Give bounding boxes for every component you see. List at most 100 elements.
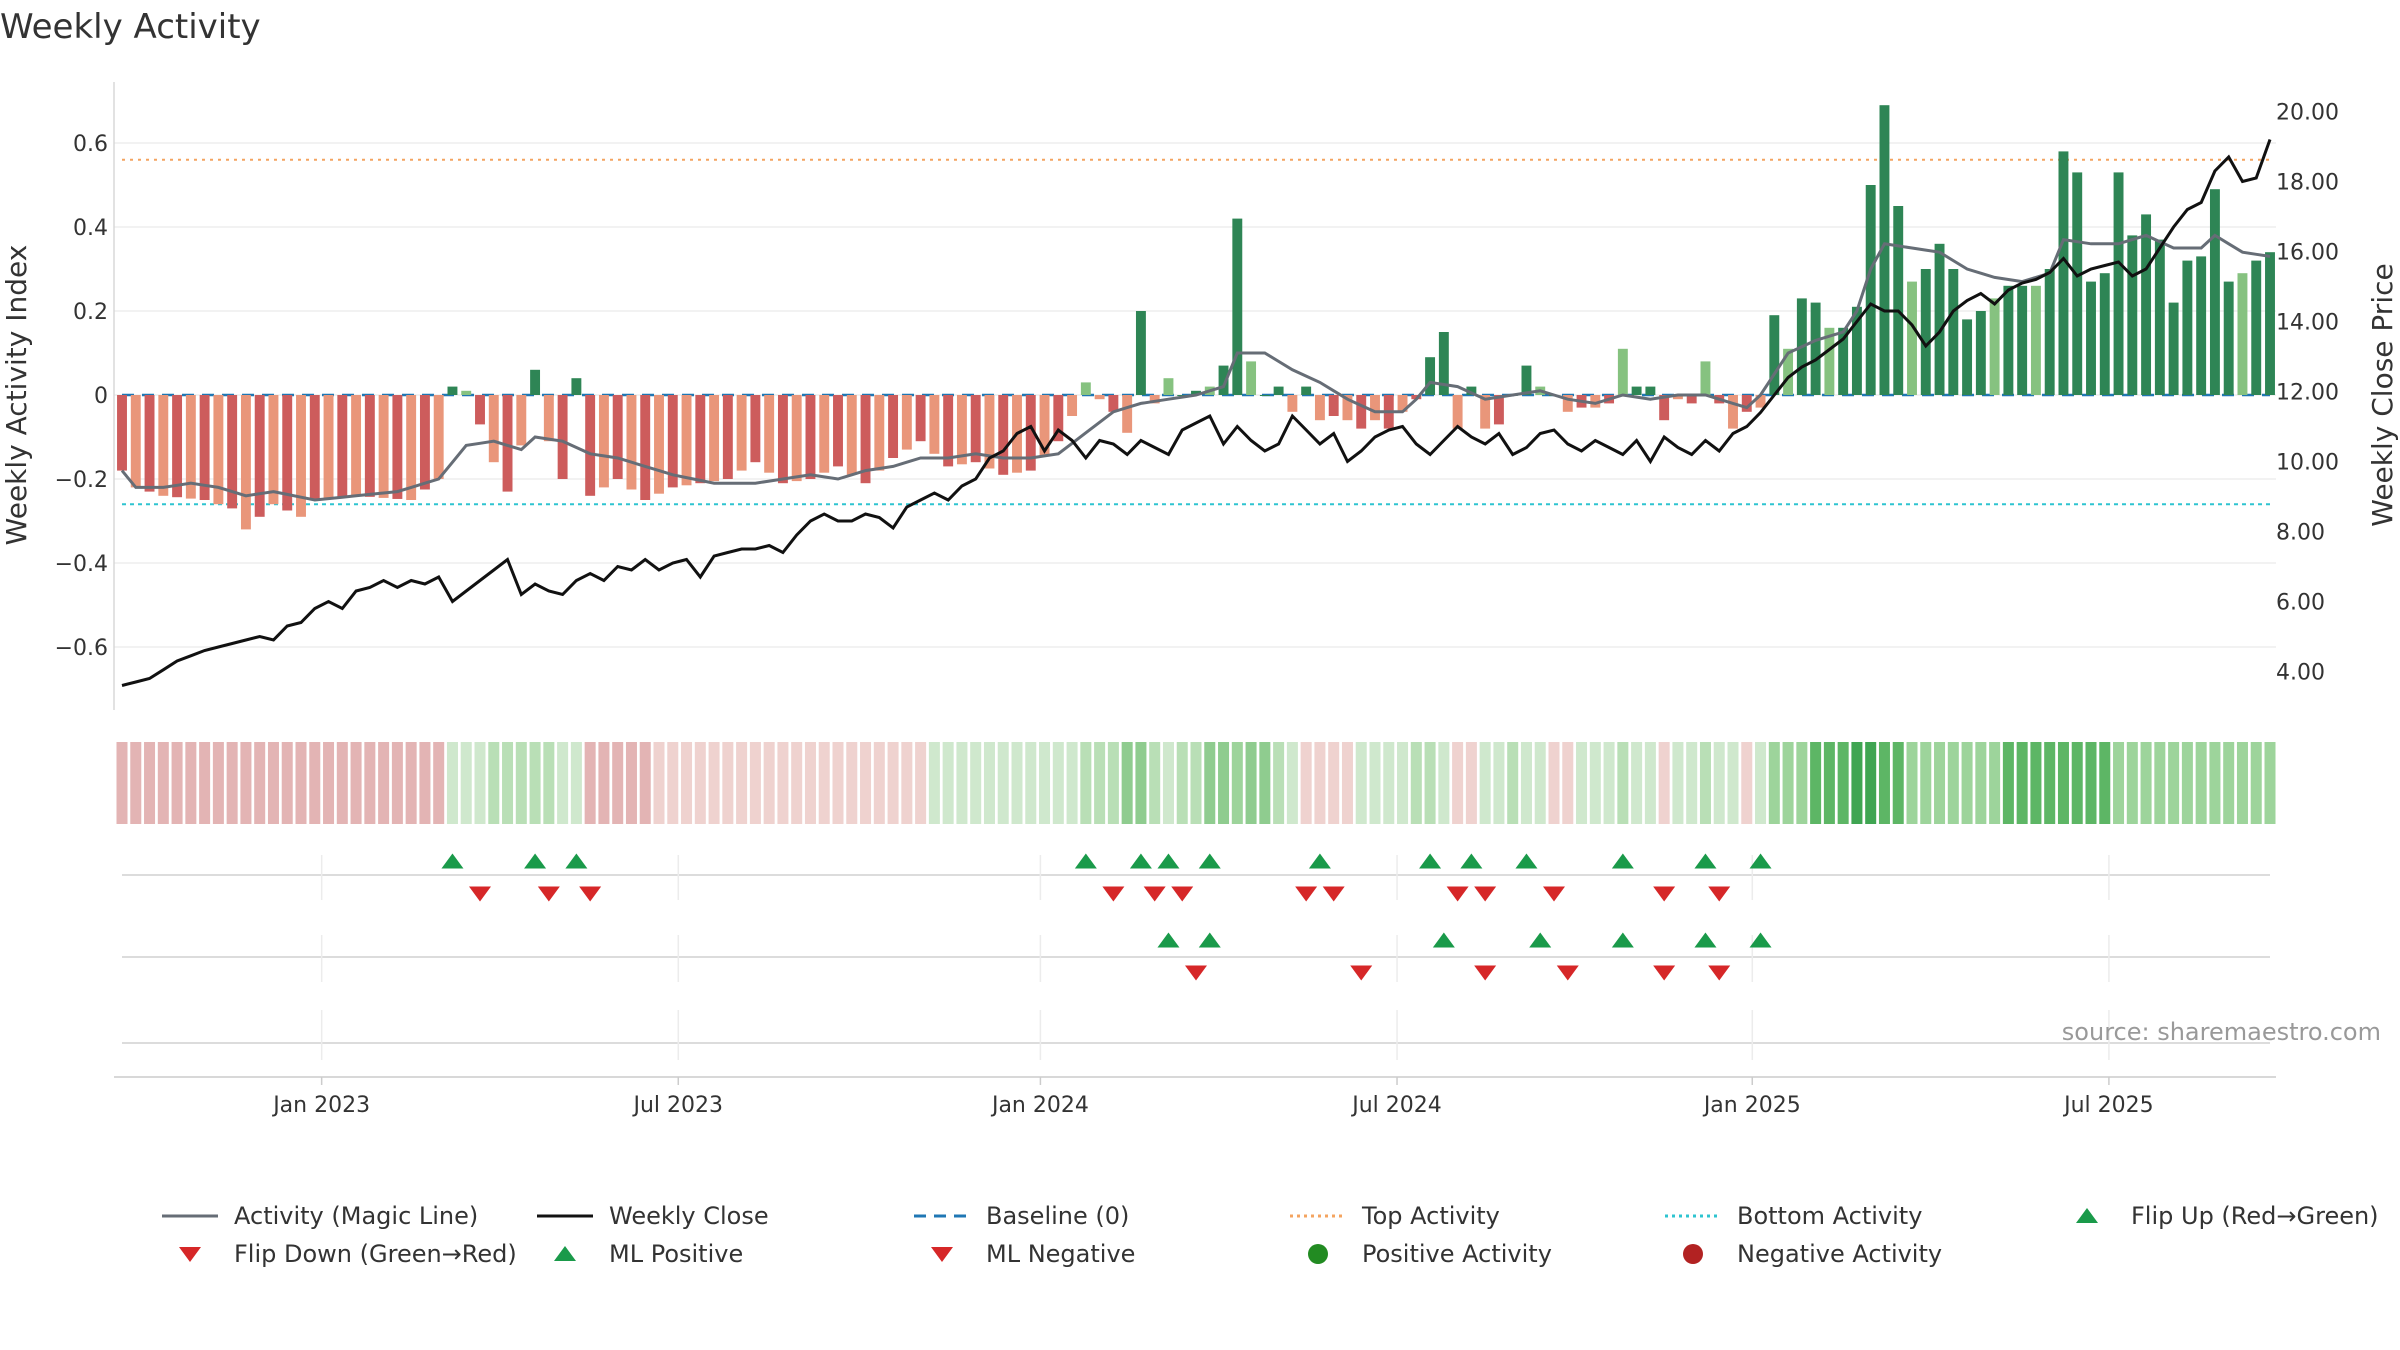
legend-symbol <box>179 1247 201 1262</box>
heat-cell <box>1025 742 1037 824</box>
activity-bar <box>199 395 210 500</box>
flip-up-marker <box>1515 853 1538 869</box>
activity-bar <box>736 395 747 471</box>
activity-bar <box>213 395 224 505</box>
y-tick-label: 0.2 <box>73 300 108 325</box>
activity-bar <box>1934 243 1945 395</box>
heat-cell <box>1011 742 1023 824</box>
heat-cell <box>1644 742 1656 824</box>
activity-bar <box>956 395 967 465</box>
heat-cell <box>1328 742 1340 824</box>
heat-cell <box>116 742 128 824</box>
activity-bar <box>2113 172 2124 395</box>
activity-bar <box>158 395 169 496</box>
y2-tick-label: 14.00 <box>2276 311 2339 336</box>
heat-cell <box>1755 742 1767 824</box>
heat-cell <box>433 742 445 824</box>
activity-bar <box>2127 235 2138 395</box>
activity-bar <box>1838 327 1849 395</box>
heat-cell <box>915 742 927 824</box>
heat-cell <box>887 742 899 824</box>
activity-bar <box>433 395 444 479</box>
heat-cell <box>144 742 156 824</box>
activity-bar <box>1975 311 1986 395</box>
heat-cell <box>226 742 238 824</box>
activity-bar <box>998 395 1009 475</box>
legend-label: Activity (Magic Line) <box>234 1202 479 1230</box>
heat-cell <box>350 742 362 824</box>
activity-bar <box>612 395 623 479</box>
heat-cell <box>708 742 720 824</box>
activity-bar <box>833 395 843 467</box>
ml-positive-marker <box>1694 932 1717 948</box>
heat-cell <box>171 742 183 824</box>
heat-cell <box>1452 742 1464 824</box>
heat-cell <box>474 742 486 824</box>
flip-down-marker <box>1171 886 1194 902</box>
heat-cell <box>364 742 376 824</box>
activity-bar <box>2223 281 2234 395</box>
heat-cell <box>1493 742 1505 824</box>
activity-bar <box>1672 395 1683 400</box>
flip-up-marker <box>565 853 588 869</box>
heat-cell <box>1810 742 1822 824</box>
activity-bar <box>1631 386 1642 395</box>
activity-bar <box>819 395 830 473</box>
activity-bar <box>1466 386 1477 395</box>
heat-cell <box>1052 742 1064 824</box>
heat-cell <box>2085 742 2097 824</box>
heat-cell <box>928 742 940 824</box>
activity-bar <box>709 395 720 482</box>
activity-bar <box>1342 395 1353 421</box>
ml-positive-marker <box>1529 932 1552 948</box>
heat-cell <box>2264 742 2276 824</box>
legend-item: ML Negative <box>912 1238 1135 1270</box>
heat-cell <box>2016 742 2028 824</box>
heat-cell <box>997 742 1009 824</box>
legend-item: Bottom Activity <box>1663 1200 1922 1232</box>
ml-negative-marker <box>1653 965 1676 981</box>
heat-cell <box>1562 742 1574 824</box>
y2-tick-label: 8.00 <box>2276 521 2325 546</box>
legend-label: Negative Activity <box>1737 1240 1943 1268</box>
heat-cell <box>1107 742 1119 824</box>
y-axis-label: Weekly Activity Index <box>0 245 33 546</box>
activity-bar <box>1163 378 1174 395</box>
ml-positive-marker <box>1157 932 1180 948</box>
activity-bar <box>1039 395 1050 456</box>
heat-cell <box>1314 742 1326 824</box>
heat-cell <box>1410 742 1422 824</box>
activity-bar <box>874 395 885 471</box>
flip-down-marker <box>1295 886 1318 902</box>
activity-bar <box>185 395 196 499</box>
heat-cell <box>942 742 954 824</box>
legend-symbol <box>914 1214 970 1218</box>
activity-bar <box>681 395 692 486</box>
heat-cell <box>1534 742 1546 824</box>
heat-cell <box>1259 742 1271 824</box>
activity-bar <box>571 378 582 395</box>
heat-cell <box>419 742 431 824</box>
activity-bar <box>1810 302 1821 395</box>
legend-symbol <box>162 1214 218 1218</box>
legend-item: Weekly Close <box>535 1200 769 1232</box>
heat-cell <box>281 742 293 824</box>
heat-cell <box>2126 742 2138 824</box>
heat-cell <box>2209 742 2221 824</box>
heat-cell <box>2140 742 2152 824</box>
activity-bar <box>475 395 485 425</box>
legend-item: Negative Activity <box>1663 1238 1942 1270</box>
x-tick-label: Jan 2024 <box>990 1093 1089 1118</box>
heat-cell <box>157 742 169 824</box>
heat-cell <box>295 742 307 824</box>
heat-cell <box>1672 742 1684 824</box>
heat-cell <box>2250 742 2262 824</box>
activity-bar <box>364 395 375 497</box>
activity-bar <box>406 395 417 500</box>
heat-cell <box>488 742 500 824</box>
activity-bar <box>1769 315 1780 395</box>
heat-cell <box>983 742 995 824</box>
activity-bar <box>254 395 265 517</box>
y-tick-label: −0.4 <box>55 552 108 577</box>
heat-cell <box>1162 742 1174 824</box>
